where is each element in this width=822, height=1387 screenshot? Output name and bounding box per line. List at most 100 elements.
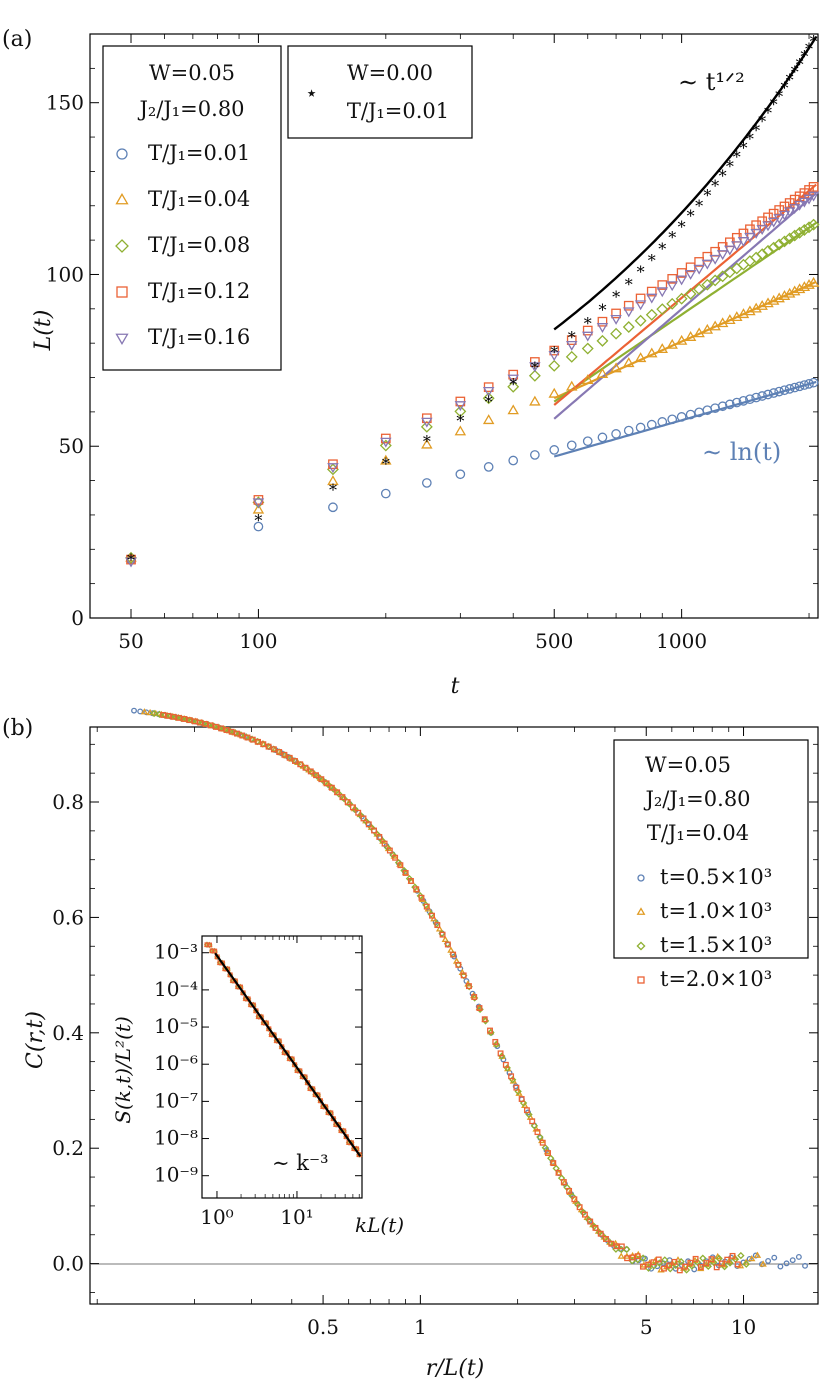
b-point-green <box>318 776 327 784</box>
panel-a-x-label: t <box>451 674 460 699</box>
a-point-purple <box>750 228 762 239</box>
a-point-black: * <box>329 480 337 499</box>
a-point-black: * <box>752 121 760 140</box>
legend-a-entry-1: T/J₁=0.04 <box>148 187 250 211</box>
b-point-blue <box>137 708 144 715</box>
a-point-purple <box>744 232 756 243</box>
a-point-blue <box>597 432 608 443</box>
b-point-red <box>729 1252 736 1259</box>
a-point-orange <box>610 362 622 373</box>
a-point-black: * <box>775 87 783 106</box>
b-point-green <box>329 785 338 793</box>
a-point-green <box>548 359 561 372</box>
a-point-green <box>507 380 520 393</box>
b-point-red <box>650 1259 657 1266</box>
a-point-black: * <box>746 130 754 149</box>
a-point-purple <box>731 241 743 252</box>
legend-a-marker-blue <box>116 148 128 160</box>
a-point-black: * <box>703 186 711 205</box>
a-point-red <box>530 357 540 367</box>
a-point-green <box>656 303 669 316</box>
a-point-purple <box>656 287 669 298</box>
b-point-green <box>737 1251 745 1260</box>
legend-b-marker-blue <box>637 874 645 882</box>
a-point-red <box>623 300 634 311</box>
a-point-black: * <box>550 343 558 362</box>
b-point-red <box>334 789 341 796</box>
a-point-orange <box>596 368 609 378</box>
b-point-red <box>713 1264 720 1271</box>
b-point-red <box>566 1187 573 1194</box>
b-point-red <box>465 983 472 990</box>
a-point-green <box>125 551 137 564</box>
b-point-red <box>418 894 425 901</box>
b-point-red <box>639 1263 646 1270</box>
a-point-green <box>756 248 769 261</box>
b-point-red <box>202 720 209 727</box>
a-point-orange <box>693 327 705 338</box>
a-point-orange <box>646 347 658 358</box>
b-point-green <box>161 711 169 719</box>
a-point-green <box>737 258 750 271</box>
b-ytick-label: 0.0 <box>52 1252 84 1276</box>
a-point-orange <box>548 387 560 398</box>
a-point-green <box>762 244 774 257</box>
b-point-green <box>639 1254 647 1262</box>
b-ytick-label: 0.4 <box>52 1021 84 1045</box>
b-point-red <box>703 1260 710 1267</box>
b-point-green <box>411 883 419 891</box>
a-point-blue <box>380 488 391 499</box>
b-point-red <box>455 961 462 968</box>
b-point-red <box>487 1027 493 1034</box>
a-point-blue <box>549 445 560 455</box>
a-point-blue <box>731 397 742 408</box>
a-point-purple <box>684 270 697 280</box>
b-point-red <box>381 840 388 847</box>
inset-y-label: S(k,t)/L²(t) <box>111 1016 135 1124</box>
b-point-red <box>207 722 214 729</box>
b-point-orange <box>146 708 154 716</box>
b-ytick-label: 0.2 <box>52 1136 84 1160</box>
a-point-green <box>581 342 594 355</box>
b-point-green <box>579 1208 587 1217</box>
panel-a-ticks: 50 100 500 1000 0 50 100 150 <box>46 34 818 653</box>
legend-a-marker-purple <box>115 333 129 346</box>
b-point-red <box>313 772 319 779</box>
a-point-green <box>565 350 578 363</box>
a-point-red <box>779 201 790 212</box>
a-point-red <box>784 198 795 208</box>
a-point-orange <box>798 281 811 292</box>
legend-a-header-j: J₂/J₁=0.80 <box>137 97 244 121</box>
a-point-purple <box>596 323 609 333</box>
b-point-red <box>423 903 430 910</box>
inset-point-red <box>212 948 218 954</box>
a-point-green <box>528 369 541 382</box>
legend-b-header-j: J₂/J₁=0.80 <box>643 787 750 811</box>
a-point-red <box>582 325 593 336</box>
a-point-orange <box>788 285 801 296</box>
inset-point-red <box>209 948 215 954</box>
panel-a-tag: (a) <box>2 27 32 52</box>
inset-ticks: 10⁰ 10¹ 10⁻³ 10⁻⁴ 10⁻⁵ 10⁻⁶ 10⁻⁷ 10⁻⁸ 10⁻⁹ <box>154 936 362 1229</box>
b-point-red <box>671 1258 678 1265</box>
b-point-red <box>249 736 256 743</box>
b-point-green <box>661 1256 669 1264</box>
b-point-red <box>386 847 393 854</box>
a-point-black: * <box>625 275 633 294</box>
b-point-orange <box>697 1264 705 1272</box>
ref-legend-line-0: W=0.00 <box>347 61 433 85</box>
a-point-black: * <box>382 455 390 474</box>
a-point-orange <box>656 343 669 354</box>
b-point-red <box>286 754 293 761</box>
b-point-red <box>339 794 346 801</box>
a-point-purple <box>756 225 768 236</box>
a-point-purple <box>507 374 519 385</box>
a-point-purple <box>581 331 594 342</box>
b-point-red <box>212 723 219 730</box>
a-point-purple <box>454 401 467 412</box>
panel-a-legend-box <box>102 45 282 371</box>
b-point-red <box>529 1118 536 1125</box>
a-point-green <box>798 224 811 236</box>
legend-a-entry-3: T/J₁=0.12 <box>148 279 250 303</box>
a-point-black: * <box>584 314 592 333</box>
